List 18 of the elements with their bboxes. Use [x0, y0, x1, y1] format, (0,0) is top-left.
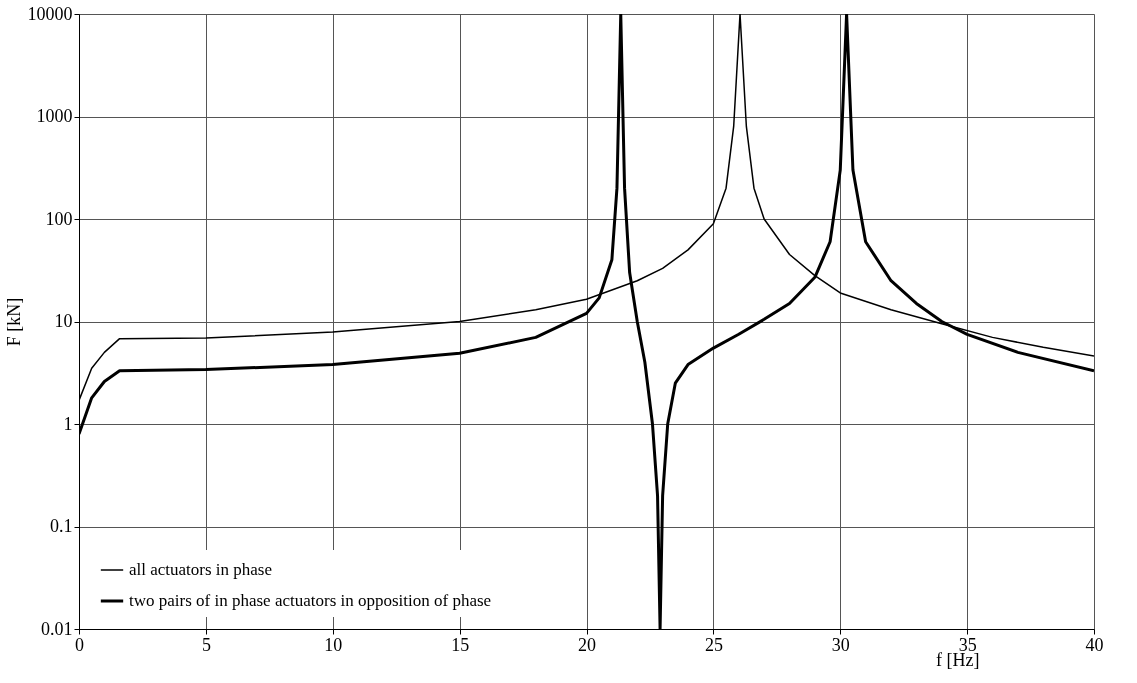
x-tick-label: 10 [324, 634, 343, 655]
x-tick-label: 30 [831, 634, 850, 655]
x-tick-label: 20 [578, 634, 596, 655]
legend-label: two pairs of in phase actuators in opposition of phase [129, 591, 492, 610]
y-tick-label: 0.01 [41, 618, 73, 639]
y-tick-label: 100 [45, 208, 73, 229]
x-tick-label: 25 [704, 634, 723, 655]
x-tick-label: 40 [1085, 634, 1104, 655]
y-tick-label: 0.1 [50, 516, 73, 536]
legend-label: all actuators in phase [129, 560, 273, 579]
y-tick-label: 10000 [27, 3, 73, 24]
x-tick-label: 0 [75, 634, 84, 655]
x-tick-label: 5 [201, 634, 211, 655]
y-tick-label: 1000 [36, 106, 73, 126]
y-axis-title: F [kN] [3, 297, 24, 347]
x-tick-label: 15 [451, 634, 470, 655]
y-tick-label: 10 [54, 311, 73, 331]
y-tick-label: 1 [63, 413, 73, 434]
